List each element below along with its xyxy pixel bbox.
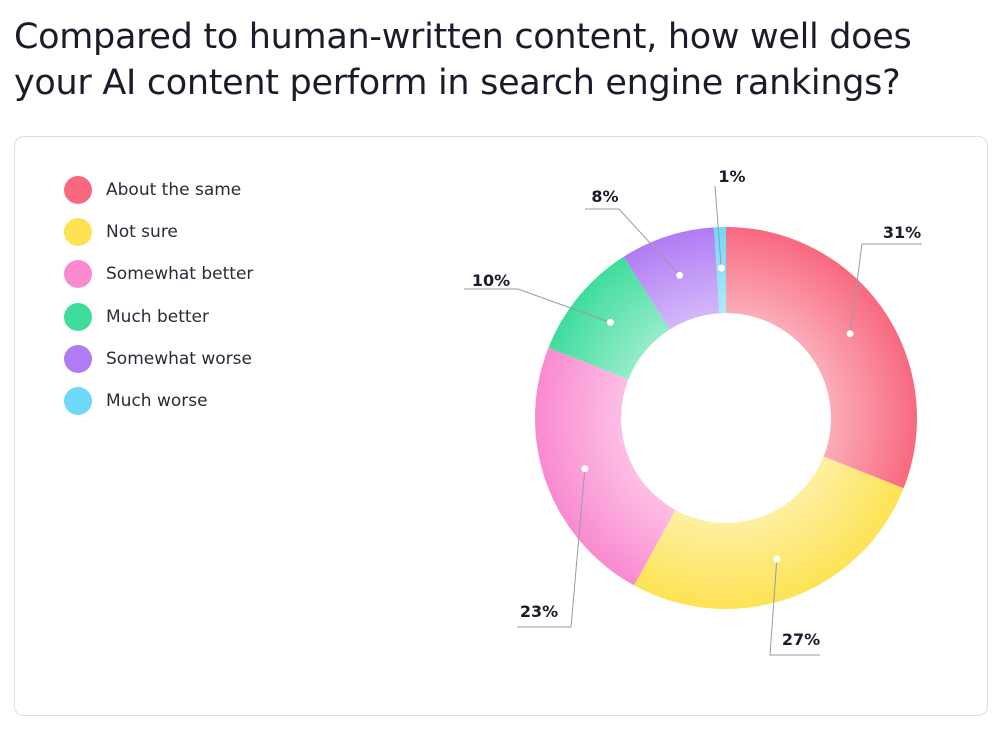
legend-item-somewhat-better: Somewhat better xyxy=(64,259,253,289)
data-label-somewhat-worse: 8% xyxy=(591,187,618,206)
legend-swatch-about-the-same xyxy=(64,176,92,204)
legend-swatch-somewhat-better xyxy=(64,260,92,289)
leader-line-much-worse xyxy=(714,185,722,269)
legend-item-much-better: Much better xyxy=(64,302,253,332)
data-label-much-better: 10% xyxy=(472,271,510,290)
legend-swatch-somewhat-worse xyxy=(64,344,92,373)
chart-title: Compared to human-written content, how w… xyxy=(14,17,912,103)
legend-label-about-the-same: About the same xyxy=(106,180,242,200)
data-label-about-the-same: 31% xyxy=(883,223,921,242)
leader-dot-not-sure xyxy=(773,555,781,563)
leader-line-somewhat-better xyxy=(517,468,586,628)
legend-item-somewhat-worse: Somewhat worse xyxy=(64,344,253,374)
legend-label-not-sure: Not sure xyxy=(106,222,178,243)
data-label-not-sure: 27% xyxy=(782,630,820,649)
legend-swatch-much-worse xyxy=(64,386,92,415)
legend-item-not-sure: Not sure xyxy=(64,217,253,247)
leader-dot-much-worse xyxy=(717,264,725,272)
leader-dot-about-the-same xyxy=(846,330,854,338)
leader-line-not-sure xyxy=(769,559,820,656)
leader-line-somewhat-worse xyxy=(585,208,681,276)
data-label-somewhat-better: 23% xyxy=(520,602,558,621)
chart-card xyxy=(14,136,988,716)
legend-label-much-worse: Much worse xyxy=(106,390,208,411)
leader-line-much-better xyxy=(464,288,611,323)
legend-item-much-worse: Much worse xyxy=(64,386,253,416)
data-label-much-worse: 1% xyxy=(718,167,745,186)
legend-label-somewhat-worse: Somewhat worse xyxy=(106,348,252,369)
donut-highlight xyxy=(535,227,917,609)
leader-dot-somewhat-worse xyxy=(676,271,684,279)
legend-item-about-the-same: About the same xyxy=(64,175,253,205)
legend: About the same Not sure Somewhat better … xyxy=(64,175,253,428)
leader-dot-much-better xyxy=(606,318,614,326)
legend-label-somewhat-better: Somewhat better xyxy=(106,264,254,285)
legend-label-much-better: Much better xyxy=(106,306,209,327)
leader-line-about-the-same xyxy=(849,243,922,334)
legend-swatch-not-sure xyxy=(64,218,92,247)
leader-dot-somewhat-better xyxy=(581,465,589,473)
legend-swatch-much-better xyxy=(64,302,92,331)
